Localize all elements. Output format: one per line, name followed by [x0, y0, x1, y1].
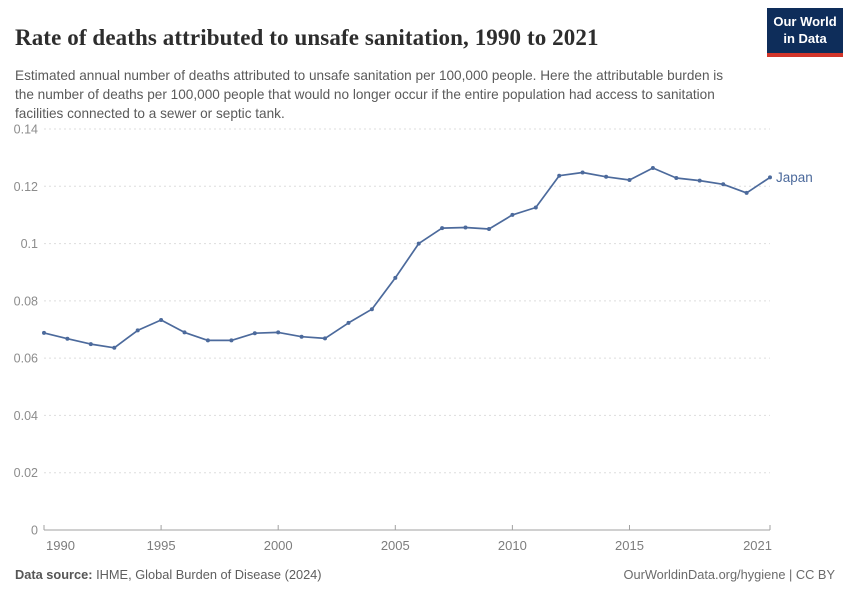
data-point[interactable]: [88, 342, 93, 347]
data-source-note: Data source: IHME, Global Burden of Dise…: [15, 567, 322, 582]
data-point[interactable]: [697, 178, 702, 183]
series-label-japan[interactable]: Japan: [776, 170, 813, 185]
data-point[interactable]: [182, 330, 187, 335]
data-point[interactable]: [721, 182, 726, 187]
y-axis-tick-label: 0: [31, 524, 38, 538]
x-axis-tick-label: 2000: [264, 538, 293, 553]
data-source-text: IHME, Global Burden of Disease (2024): [92, 567, 322, 582]
data-point[interactable]: [580, 170, 585, 175]
data-point[interactable]: [229, 338, 234, 343]
data-point[interactable]: [42, 330, 46, 335]
y-axis-tick-label: 0.04: [14, 409, 38, 423]
x-axis-tick-label: 2005: [381, 538, 410, 553]
owid-logo-line1: Our World: [773, 14, 837, 29]
data-point[interactable]: [416, 241, 421, 246]
data-point[interactable]: [346, 320, 351, 325]
data-point[interactable]: [323, 336, 327, 341]
y-axis-tick-label: 0.06: [14, 352, 38, 366]
data-point[interactable]: [65, 336, 70, 341]
owid-logo[interactable]: Our World in Data: [767, 8, 843, 57]
x-axis-tick-label: 2015: [615, 538, 644, 553]
data-point[interactable]: [744, 190, 749, 195]
data-point[interactable]: [674, 176, 679, 180]
data-point[interactable]: [487, 227, 491, 231]
chart-footer: Data source: IHME, Global Burden of Dise…: [15, 567, 835, 582]
data-point[interactable]: [252, 331, 257, 336]
data-point[interactable]: [627, 178, 632, 182]
data-point[interactable]: [135, 328, 140, 333]
data-point[interactable]: [276, 330, 281, 335]
owid-logo-line2: in Data: [783, 30, 827, 46]
data-point[interactable]: [650, 166, 655, 170]
data-point[interactable]: [393, 275, 398, 280]
chart-subtitle: Estimated annual number of deaths attrib…: [15, 67, 724, 121]
data-point[interactable]: [510, 212, 515, 217]
data-point[interactable]: [768, 175, 772, 180]
x-axis-tick-label: 2010: [498, 538, 527, 553]
chart-title: Rate of deaths attributed to unsafe sani…: [15, 25, 599, 51]
y-axis-tick-label: 0.12: [14, 180, 38, 194]
data-point[interactable]: [299, 334, 304, 339]
data-point[interactable]: [112, 345, 117, 350]
y-axis-tick-label: 0.1: [21, 237, 38, 251]
data-point[interactable]: [159, 318, 164, 322]
data-source-label: Data source:: [15, 567, 93, 582]
data-point[interactable]: [557, 173, 562, 178]
owid-credit-link[interactable]: OurWorldinData.org/hygiene | CC BY: [623, 567, 836, 582]
y-axis-tick-label: 0.08: [14, 294, 38, 308]
y-axis-tick-label: 0.02: [14, 466, 38, 480]
data-point[interactable]: [604, 174, 609, 179]
line-chart-canvas[interactable]: 0 0.02 0.04 0.06 0.08 0.1 0.12 0.14 1990 1995 2000…: [0, 115, 850, 565]
data-point[interactable]: [205, 338, 210, 343]
series-line-japan[interactable]: [43, 167, 771, 349]
data-point[interactable]: [440, 226, 445, 231]
x-axis-tick-label: 1995: [147, 538, 176, 553]
x-axis-tick-label: 2021: [743, 538, 772, 553]
data-point[interactable]: [463, 225, 468, 230]
data-point[interactable]: [369, 307, 374, 312]
x-axis-tick-label: 1990: [46, 538, 75, 553]
y-axis-tick-label: 0.14: [14, 123, 38, 137]
data-point[interactable]: [533, 205, 538, 210]
